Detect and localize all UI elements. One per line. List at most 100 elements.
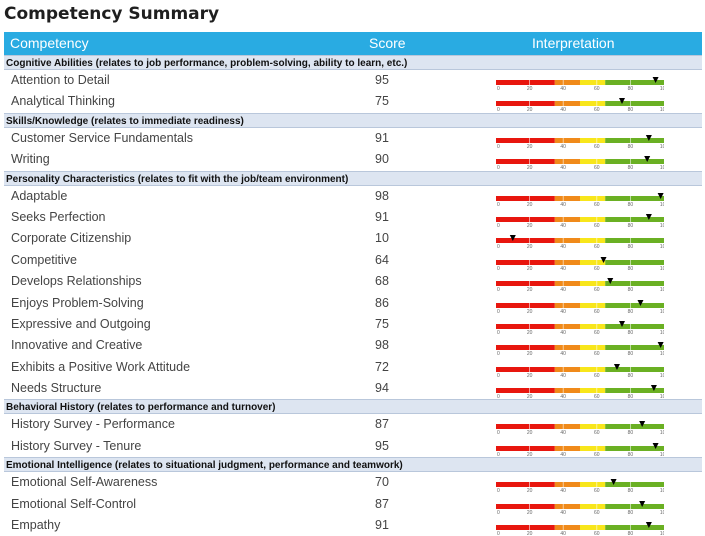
gauge-green-zone xyxy=(605,80,664,85)
competency-name: Customer Service Fundamentals xyxy=(11,130,194,145)
gauge-tick-label: 40 xyxy=(560,373,566,378)
gauge-red-zone xyxy=(496,503,555,509)
gauge-tick-label: 20 xyxy=(527,144,533,149)
gauge-tick-label: 20 xyxy=(527,510,533,515)
gauge-green-zone xyxy=(605,323,664,329)
gauge-tick-label: 60 xyxy=(594,394,600,399)
gauge-yellow-zone xyxy=(580,388,606,394)
gauge-green-zone xyxy=(605,302,664,308)
gauge-red-zone xyxy=(496,482,555,488)
competency-name: Competitive xyxy=(11,252,77,267)
competency-row: Innovative and Creative 98 0 20 40 60 80 100 xyxy=(4,335,702,356)
gauge-red-zone xyxy=(496,80,555,85)
gauge-tick-label: 40 xyxy=(560,165,566,170)
column-header-competency: Competency xyxy=(10,35,89,51)
score-marker xyxy=(644,156,651,163)
competency-row: History Survey - Tenure 95 0 20 40 60 80 100 xyxy=(4,436,702,457)
competency-name: Analytical Thinking xyxy=(11,94,115,109)
score-marker xyxy=(657,192,664,199)
gauge-yellow-zone xyxy=(580,238,606,244)
gauge-orange-zone xyxy=(554,281,580,287)
section-header: Cognitive Abilities (relates to job perf… xyxy=(4,55,702,70)
competency-row: Attention to Detail 95 0 20 40 60 80 100 xyxy=(4,70,702,91)
gauge-tick-label: 80 xyxy=(628,107,634,112)
interpretation-gauge: 0 20 40 60 80 100 xyxy=(496,385,664,399)
score-marker xyxy=(645,522,652,529)
gauge-tick-label: 0 xyxy=(497,165,500,170)
score-marker xyxy=(610,479,617,486)
gauge-orange-zone xyxy=(554,238,580,244)
gauge-tick-label: 0 xyxy=(497,430,500,435)
gauge-orange-zone xyxy=(554,388,580,394)
gauge-tick-label: 80 xyxy=(628,244,634,249)
competency-score: 87 xyxy=(375,496,389,511)
competency-row: History Survey - Performance 87 0 20 40 60 80 1… xyxy=(4,414,702,435)
gauge-tick-label: 20 xyxy=(527,351,533,356)
gauge-yellow-zone xyxy=(580,424,606,430)
gauge-orange-zone xyxy=(554,503,580,509)
competency-name: Emotional Self-Awareness xyxy=(11,475,158,490)
gauge-tick-label: 60 xyxy=(594,165,600,170)
competency-row: Empathy91020406080100 xyxy=(4,515,702,536)
gauge-tick-label: 60 xyxy=(594,510,600,515)
competency-name: Needs Structure xyxy=(11,381,102,396)
gauge-green-zone xyxy=(605,482,664,488)
gauge-tick-label: 40 xyxy=(560,244,566,249)
gauge-yellow-zone xyxy=(580,345,606,351)
interpretation-gauge: 0 20 40 60 80 100 xyxy=(496,320,664,335)
gauge-tick-label: 40 xyxy=(560,86,566,91)
gauge-tick-label: 40 xyxy=(560,202,566,207)
gauge-yellow-zone xyxy=(580,366,606,372)
gauge-tick-label: 80 xyxy=(628,394,634,399)
gauge-tick-label: 100 xyxy=(660,330,664,335)
score-marker xyxy=(652,77,659,83)
gauge-tick-label: 40 xyxy=(560,452,566,457)
gauge-tick-label: 80 xyxy=(628,373,634,378)
gauge-tick-label: 60 xyxy=(594,107,600,112)
gauge-green-zone xyxy=(605,503,664,509)
gauge-tick-label: 20 xyxy=(527,488,533,493)
score-marker xyxy=(639,421,646,428)
gauge-yellow-zone xyxy=(580,281,606,287)
competency-score: 90 xyxy=(375,152,389,167)
gauge-red-zone xyxy=(496,216,555,222)
competency-name: Develops Relationships xyxy=(11,274,142,289)
gauge-green-zone xyxy=(605,424,664,430)
competency-score: 87 xyxy=(375,417,389,432)
gauge-green-zone xyxy=(605,159,664,165)
interpretation-gauge: 0 20 40 60 80 100 xyxy=(496,134,664,149)
gauge-red-zone xyxy=(496,302,555,308)
competency-row: Expressive and Outgoing 75 0 20 40 60 80 100 xyxy=(4,314,702,335)
gauge-green-zone xyxy=(605,238,664,244)
gauge-green-zone xyxy=(605,525,664,531)
interpretation-gauge: 0 20 40 60 80 100 xyxy=(496,442,664,457)
competency-name: Attention to Detail xyxy=(11,73,110,87)
gauge-orange-zone xyxy=(554,525,580,531)
gauge-orange-zone xyxy=(554,259,580,265)
gauge-green-zone xyxy=(605,195,664,201)
competency-score: 91 xyxy=(375,130,389,145)
score-marker xyxy=(650,385,657,392)
gauge-tick-label: 20 xyxy=(527,86,533,91)
gauge-tick-label: 100 xyxy=(660,165,664,170)
gauge-tick-label: 20 xyxy=(527,309,533,314)
interpretation-gauge: 0 20 40 60 80 100 xyxy=(496,235,664,249)
gauge-tick-label: 60 xyxy=(594,244,600,249)
gauge-tick-label: 20 xyxy=(527,266,533,271)
gauge-red-zone xyxy=(496,195,555,201)
competency-name: Writing xyxy=(11,152,50,167)
gauge-tick-label: 80 xyxy=(628,165,634,170)
competency-table: Competency Score Interpretation Cognitiv… xyxy=(4,32,702,536)
competency-name: Corporate Citizenship xyxy=(11,231,132,246)
gauge-tick-label: 100 xyxy=(660,86,664,91)
gauge-yellow-zone xyxy=(580,259,606,265)
gauge-orange-zone xyxy=(554,482,580,488)
gauge-orange-zone xyxy=(554,323,580,329)
competency-row: Emotional Self-Control 87 0 20 40 60 80 100 xyxy=(4,494,702,515)
score-marker xyxy=(637,299,644,306)
gauge-red-zone xyxy=(496,345,555,351)
competency-row: Seeks Perfection 91 0 20 40 60 80 100 xyxy=(4,207,702,228)
gauge-tick-label: 60 xyxy=(594,430,600,435)
gauge-tick-label: 20 xyxy=(527,223,533,228)
interpretation-gauge: 0 20 40 60 80 100 xyxy=(496,156,664,170)
